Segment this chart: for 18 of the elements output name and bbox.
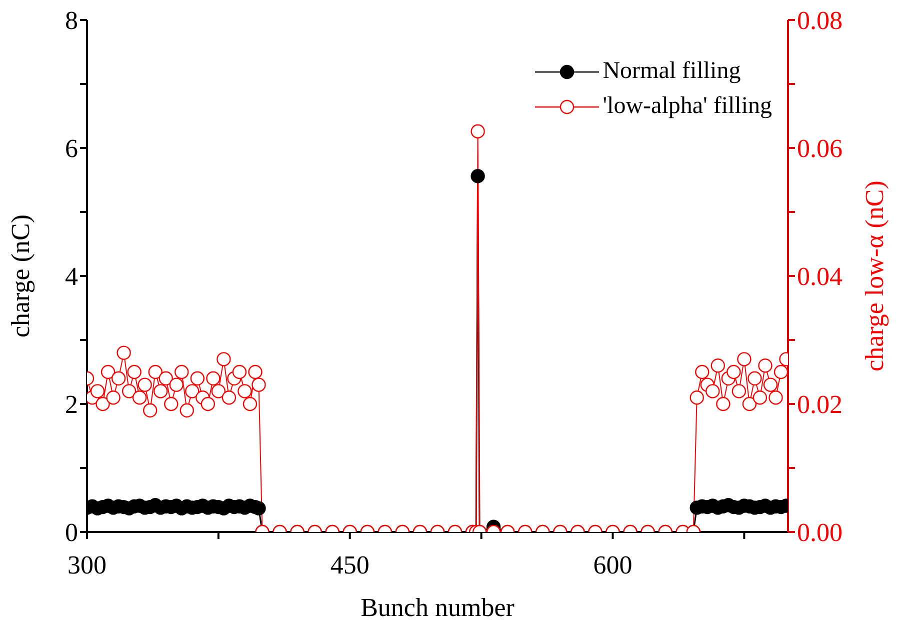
y2-tick-label: 0.00 [797,518,842,548]
y-axis-title: charge (nC) [6,214,36,338]
y2-tick-label: 0.04 [797,262,842,292]
y-tick-label: 8 [65,6,78,36]
y2-tick-label: 0.02 [797,390,842,420]
y2-axis-title: charge low-α (nC) [860,180,890,372]
y-tick-label: 6 [65,134,78,164]
y-tick-label: 2 [65,390,78,420]
x-tick-label: 450 [330,550,370,580]
y2-tick-label: 0.08 [797,6,842,36]
x-tick-label: 600 [593,550,632,580]
y2-tick-label: 0.06 [797,134,842,164]
y-tick-label: 4 [65,262,78,292]
x-axis-title: Bunch number [360,593,515,622]
legend-label: Normal filling [602,58,741,85]
y-tick-label: 0 [65,518,78,548]
x-tick-label: 300 [68,550,106,580]
legend-label: 'low-alpha' filling [602,93,772,120]
